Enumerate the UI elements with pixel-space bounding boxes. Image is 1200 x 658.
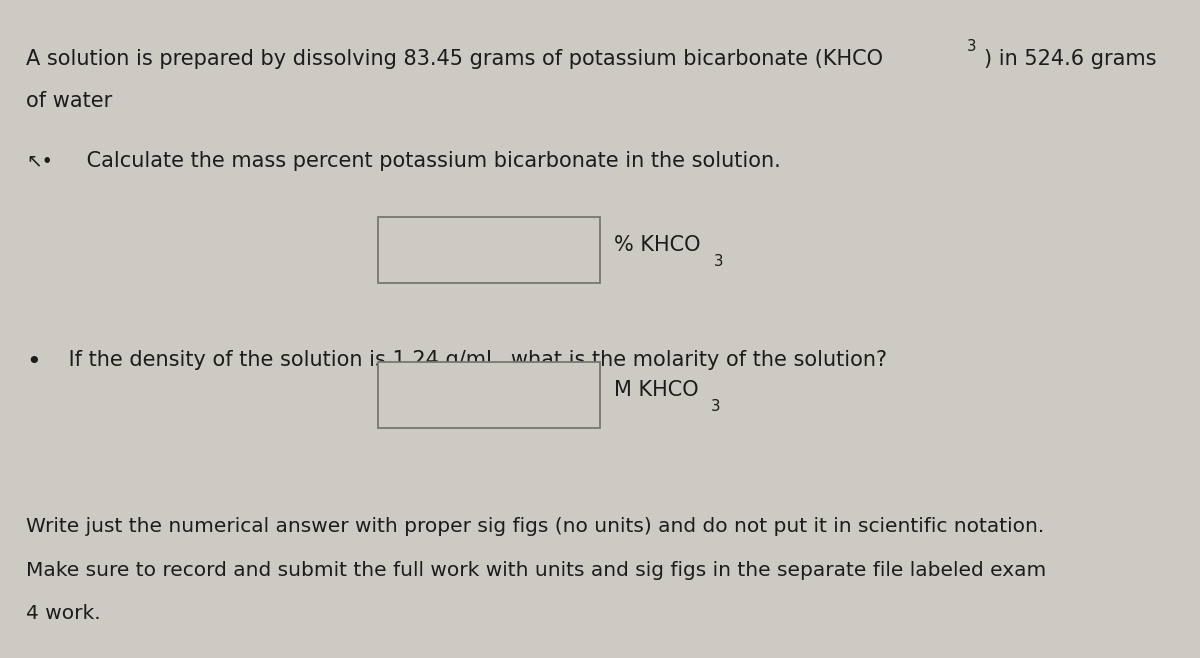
Text: Write just the numerical answer with proper sig figs (no units) and do not put i: Write just the numerical answer with pro… [26, 517, 1045, 536]
Text: 3: 3 [967, 39, 977, 55]
Text: 4 work.: 4 work. [26, 604, 101, 623]
FancyBboxPatch shape [378, 362, 600, 428]
Text: 3: 3 [714, 255, 724, 269]
Text: If the density of the solution is 1.24 g/mL, what is the molarity of the solutio: If the density of the solution is 1.24 g… [62, 350, 888, 370]
Text: •: • [26, 350, 41, 374]
Text: A solution is prepared by dissolving 83.45 grams of potassium bicarbonate (KHCO: A solution is prepared by dissolving 83.… [26, 49, 883, 69]
Text: M KHCO: M KHCO [614, 380, 700, 399]
FancyBboxPatch shape [378, 217, 600, 283]
Text: % KHCO: % KHCO [614, 235, 701, 255]
Text: Make sure to record and submit the full work with units and sig figs in the sepa: Make sure to record and submit the full … [26, 561, 1046, 580]
Text: of water: of water [26, 91, 113, 111]
Text: ) in 524.6 grams: ) in 524.6 grams [984, 49, 1157, 69]
Text: Calculate the mass percent potassium bicarbonate in the solution.: Calculate the mass percent potassium bic… [80, 151, 781, 171]
Text: ↖•: ↖• [26, 151, 53, 170]
Text: 3: 3 [710, 399, 720, 414]
